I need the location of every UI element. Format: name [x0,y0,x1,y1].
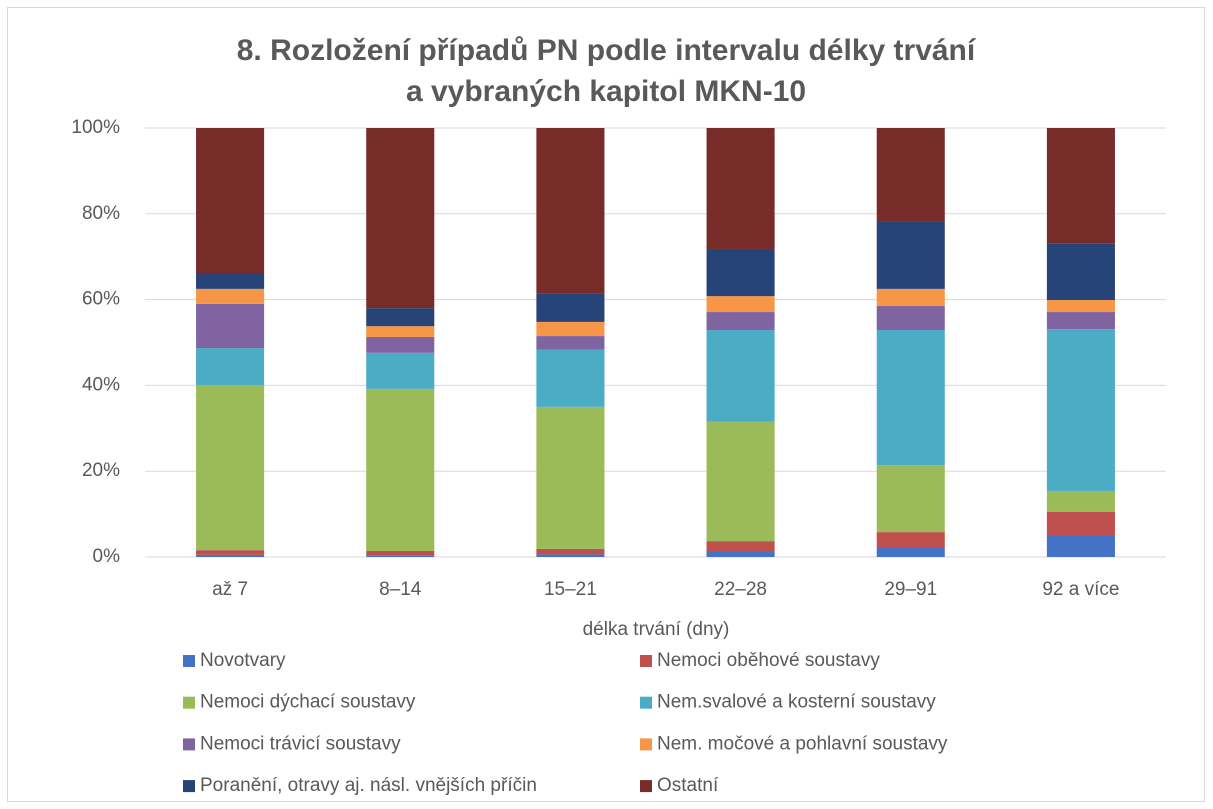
y-tick-label: 0% [93,546,121,567]
bar-segment [1046,329,1115,491]
bar-segment [366,308,435,327]
legend-swatch [640,696,652,709]
legend-label: Nem. močové a pohlavní soustavy [657,733,948,754]
bar-segment [876,221,945,289]
y-tick-label: 80% [82,203,120,224]
legend-swatch [183,696,195,709]
bar-segment [536,293,605,322]
y-tick-label: 100% [71,117,120,138]
bar-segment [1046,490,1115,512]
bar-segment [196,288,265,304]
y-tick-label: 40% [82,374,120,395]
bar-segment [876,288,945,307]
x-tick-label: 8–14 [379,579,422,600]
bar-segment [706,421,775,542]
legend-label: Novotvary [200,650,286,671]
legend-label: Poranění, otravy aj. násl. vnějších příč… [200,775,537,796]
legend-swatch [183,738,195,751]
legend-label: Nemoci dýchací soustavy [200,692,416,713]
bar-segment [196,128,265,274]
bar-segment [196,273,265,289]
bar-segment [196,303,265,349]
legend-swatch [640,780,652,793]
bar-segment [876,306,945,331]
bar-segment [196,550,265,555]
bar-segment [1046,300,1115,313]
legend-swatch [183,780,195,793]
x-axis-title: délka trvání (dny) [583,619,730,640]
bar-segment [196,554,265,557]
bar-segment [706,330,775,422]
bar-segment [366,128,435,309]
legend-swatch [640,655,652,667]
legend-swatch [640,738,652,751]
legend-swatch [183,655,195,667]
legend-label: Nemoci oběhové soustavy [657,650,880,671]
bar-segment [706,296,775,313]
bar-segment [1046,511,1115,536]
bar-segment [366,352,435,389]
bar-segment [196,384,265,551]
bar-segment [536,406,605,549]
bar-segment [366,555,435,557]
bar-segment [366,550,435,556]
bar-segment [536,128,605,294]
legend-label: Ostatní [657,775,719,796]
bar-segment [706,128,775,249]
x-tick-label: 22–28 [714,579,767,600]
bar-segment [706,550,775,557]
x-tick-label: 92 a více [1042,579,1119,600]
bar-segment [366,336,435,353]
bar-segment [1046,535,1115,557]
chart-border [7,7,1205,802]
bar-segment [196,348,265,385]
bar-segment [876,465,945,533]
bar-segment [1046,243,1115,301]
bar-segment [706,541,775,551]
bar-segment [536,336,605,350]
bar-segment [536,554,605,557]
y-tick-label: 60% [82,289,120,310]
chart-title: 8. Rozložení případů PN podle intervalu … [237,34,977,67]
chart-title: a vybraných kapitol MKN-10 [406,75,806,108]
x-tick-label: až 7 [212,579,248,600]
bar-segment [536,321,605,337]
bar-segment [366,388,435,551]
bar-segment [536,349,605,407]
bar-segment [876,128,945,222]
bar-segment [876,547,945,557]
bar-segment [1046,128,1115,244]
x-tick-label: 15–21 [544,579,597,600]
bar-segment [706,248,775,297]
legend-label: Nemoci trávicí soustavy [200,733,401,754]
y-tick-label: 20% [82,460,120,481]
bar-segment [366,326,435,337]
bar-segment [876,330,945,466]
legend-label: Nem.svalové a kosterní soustavy [657,692,936,713]
bar-segment [706,312,775,331]
bar-segment [1046,312,1115,330]
bar-segment [876,532,945,548]
x-tick-label: 29–91 [884,579,937,600]
bar-segment [536,548,605,555]
